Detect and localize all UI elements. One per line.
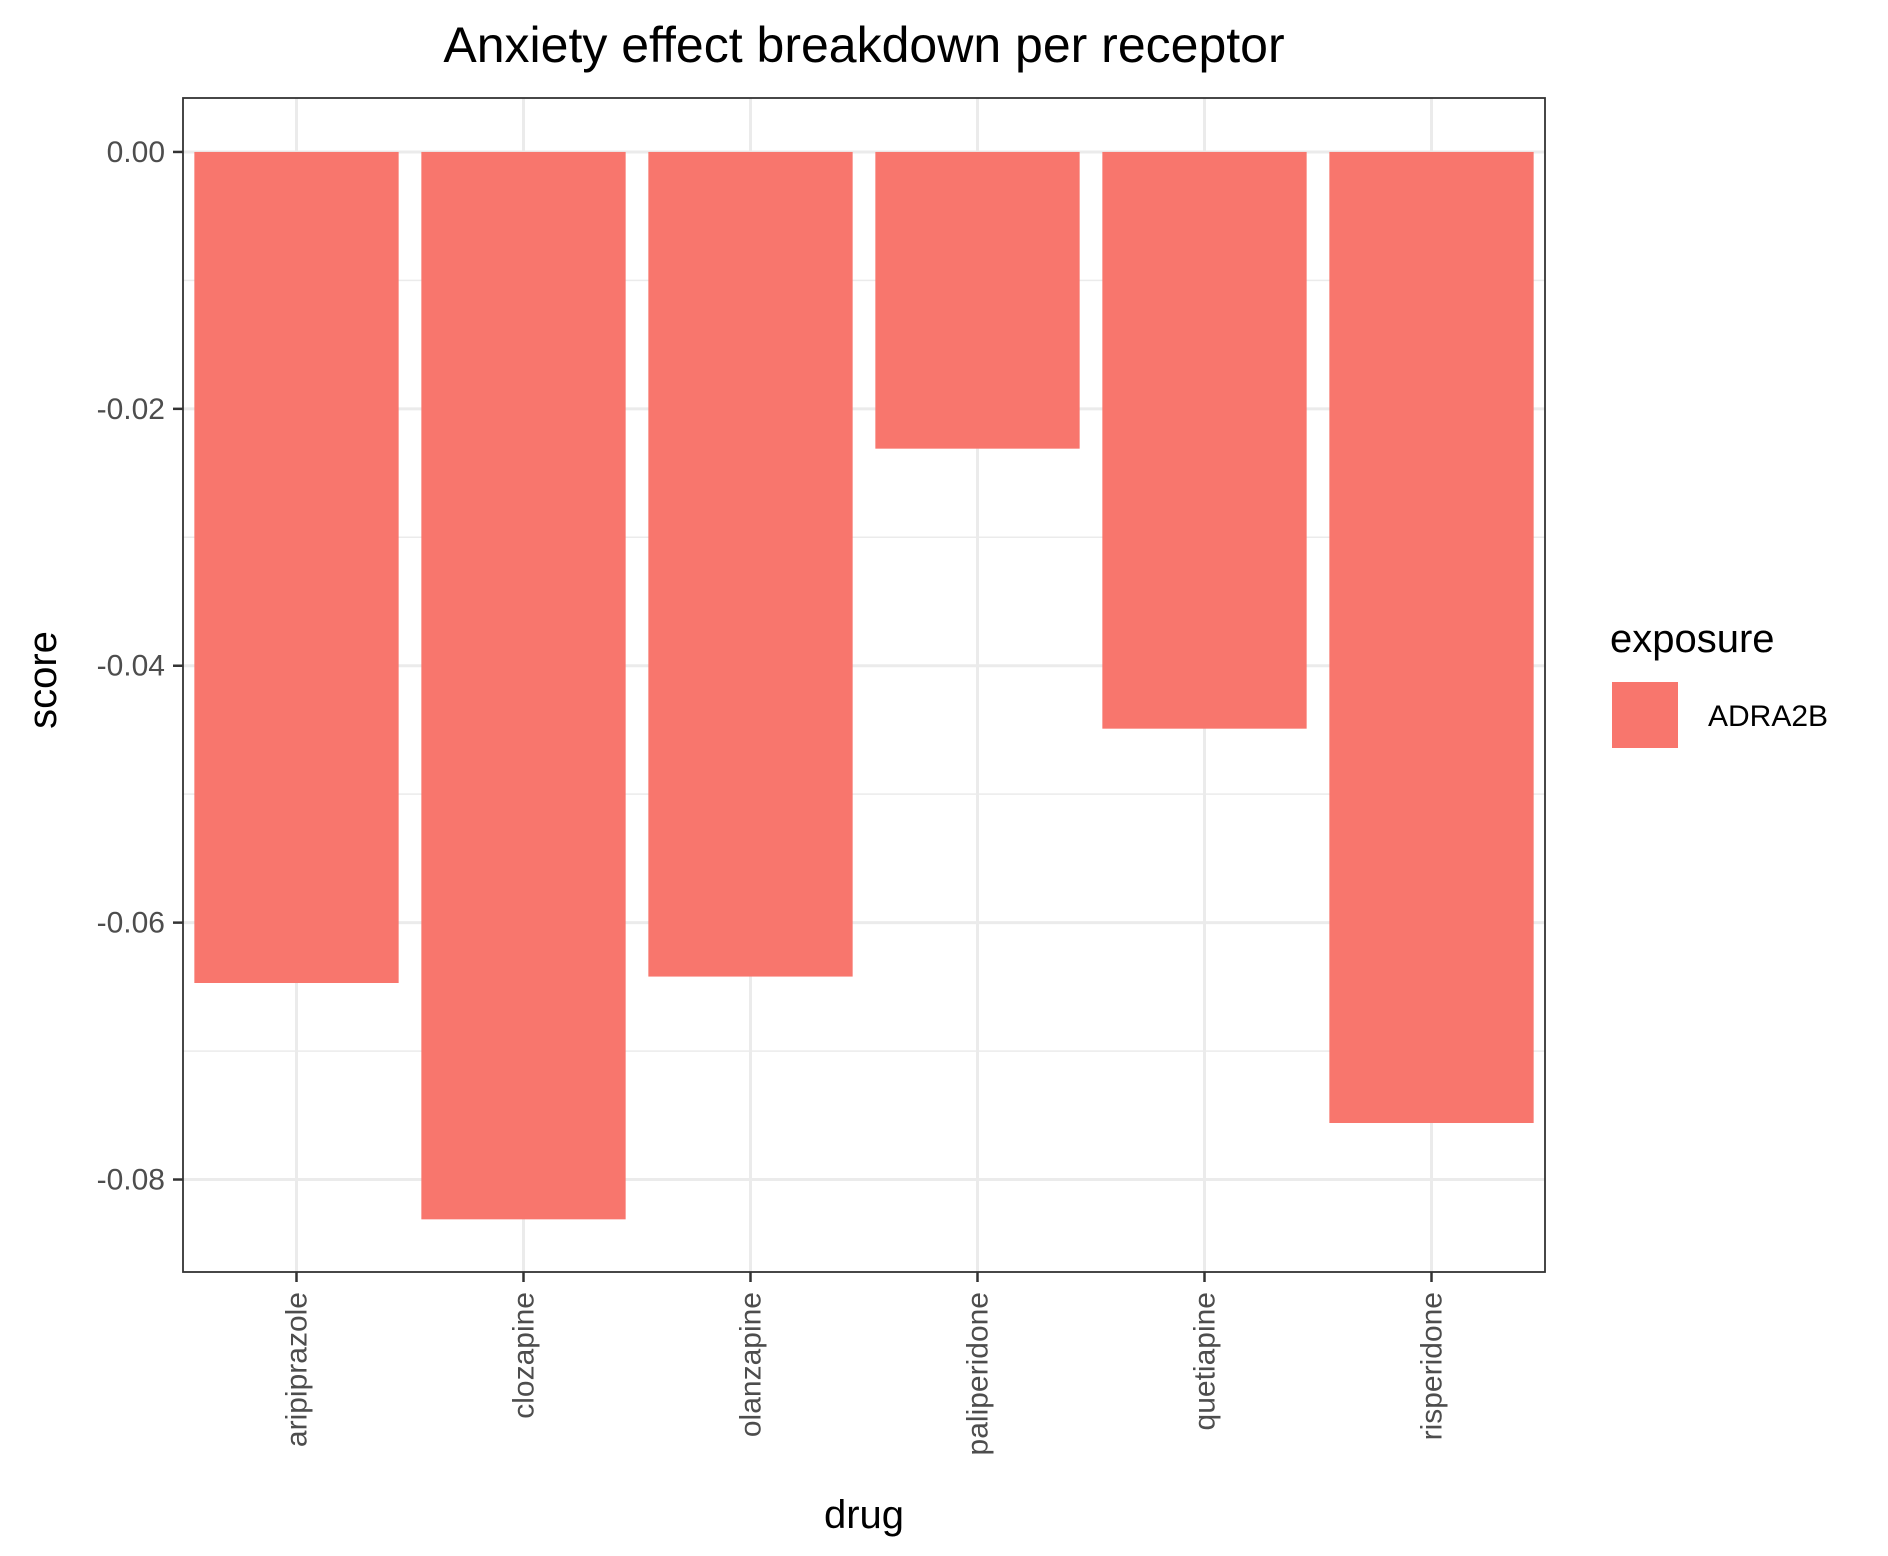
bar-olanzapine <box>648 151 853 977</box>
y-tick-label: -0.02 <box>97 393 165 426</box>
y-axis-title: score <box>21 631 65 729</box>
x-tick-label: olanzapine <box>735 1292 768 1437</box>
legend-title: exposure <box>1610 617 1775 661</box>
bar-quetiapine <box>1102 151 1307 729</box>
x-tick-label: aripiprazole <box>281 1292 314 1447</box>
legend: exposure ADRA2B <box>1610 617 1828 748</box>
x-tick-label: paliperidone <box>962 1292 995 1455</box>
y-tick-label: -0.04 <box>97 650 165 683</box>
x-axis: aripiprazole clozapine olanzapine paliperid… <box>281 1272 1449 1455</box>
bar-risperidone <box>1329 151 1534 1124</box>
panel-border <box>182 97 1546 1273</box>
y-tick-label: -0.06 <box>97 907 165 940</box>
y-axis: 0.00 -0.02 -0.04 -0.06 -0.08 <box>97 136 183 1197</box>
x-axis-title: drug <box>824 1493 904 1537</box>
legend-key <box>1612 682 1678 748</box>
x-tick-label: clozapine <box>508 1292 541 1419</box>
y-tick-label: -0.08 <box>97 1164 165 1197</box>
chart-title: Anxiety effect breakdown per receptor <box>443 17 1284 73</box>
bar-paliperidone <box>875 151 1080 449</box>
bar-clozapine <box>421 151 626 1220</box>
x-tick-label: quetiapine <box>1189 1292 1222 1430</box>
bar-aripiprazole <box>194 151 399 983</box>
bars <box>194 151 1534 1220</box>
legend-label: ADRA2B <box>1708 700 1828 733</box>
y-tick-label: 0.00 <box>107 136 165 169</box>
x-tick-label: risperidone <box>1416 1292 1449 1440</box>
